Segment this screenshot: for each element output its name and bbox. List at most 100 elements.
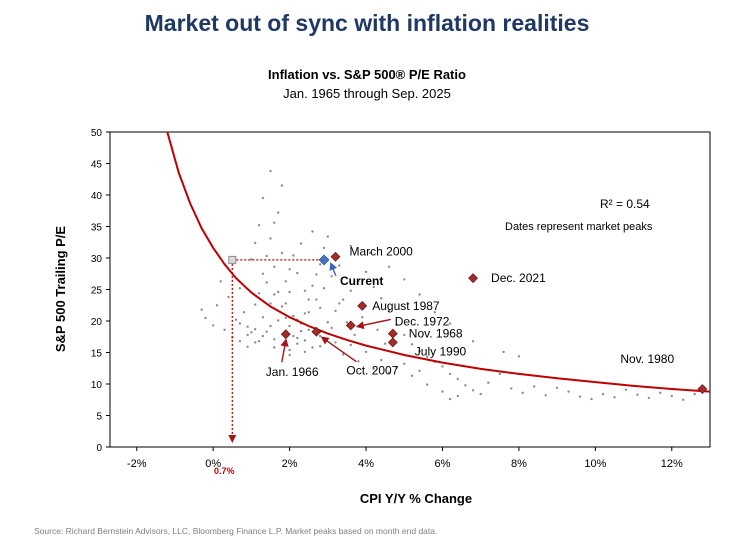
data-point (257, 224, 261, 227)
x-tick-label: 10% (584, 458, 606, 470)
data-point (326, 235, 329, 238)
peaks-note: Dates represent market peaks (505, 221, 653, 233)
peak-label: Dec. 1972 (395, 314, 450, 328)
data-point (498, 372, 501, 376)
chart-subtitle: Jan. 1965 through Sep. 2025 (283, 86, 451, 101)
data-point (693, 392, 696, 396)
data-point (261, 196, 265, 200)
data-point (330, 326, 333, 330)
data-point (269, 302, 272, 305)
data-point (670, 394, 673, 398)
data-point (349, 343, 352, 347)
x-tick-label: 2% (282, 458, 298, 470)
data-point (357, 279, 360, 282)
peak-marker (387, 328, 398, 339)
data-point (212, 324, 215, 327)
y-tick-label: 0 (96, 443, 102, 454)
data-point (448, 397, 452, 401)
data-point (261, 272, 265, 275)
data-point (464, 384, 467, 387)
data-point (246, 345, 249, 348)
data-point (200, 308, 203, 311)
data-point (246, 333, 249, 337)
data-point (426, 355, 429, 359)
peak-label: Oct. 2007 (346, 364, 398, 378)
peak-marker (330, 251, 341, 262)
data-point (345, 321, 349, 324)
peak-marker (311, 326, 322, 337)
y-tick-label: 25 (91, 286, 103, 297)
x-tick-label: 0% (205, 458, 221, 470)
data-point (372, 285, 375, 289)
data-point (280, 343, 284, 347)
peak-arrow (355, 318, 391, 330)
peak-label: March 2000 (349, 245, 413, 259)
data-point (303, 312, 307, 315)
data-point (395, 366, 398, 369)
data-point (299, 242, 303, 245)
current-point (318, 254, 330, 266)
y-tick-label: 45 (91, 160, 103, 171)
x-axis-label: CPI Y/Y % Change (360, 491, 472, 506)
data-point (376, 328, 379, 331)
fit-curve (166, 131, 711, 393)
peak-marker (345, 320, 356, 331)
data-point (280, 251, 284, 255)
y-tick-label: 5 (96, 412, 102, 423)
data-point (250, 258, 253, 261)
data-point (426, 383, 429, 386)
data-point (387, 265, 391, 268)
data-point (338, 302, 341, 305)
data-point (315, 273, 318, 276)
data-point (544, 394, 547, 397)
data-point (254, 303, 257, 306)
y-tick-label: 40 (91, 191, 103, 202)
data-point (261, 316, 265, 319)
data-point (479, 392, 482, 396)
data-point (395, 323, 398, 326)
data-point (441, 390, 444, 393)
data-point (277, 211, 280, 214)
data-point (257, 340, 261, 343)
peak-label: Jan. 1966 (266, 365, 319, 379)
y-tick-label: 15 (91, 349, 103, 360)
data-point (456, 394, 459, 398)
peak-label: Nov. 1980 (620, 352, 674, 366)
data-point (353, 333, 356, 337)
data-point (292, 334, 295, 338)
data-point (334, 309, 337, 313)
data-point (273, 293, 276, 296)
data-point (277, 290, 280, 294)
data-point (590, 397, 593, 401)
data-point (341, 298, 345, 301)
data-point (533, 385, 536, 388)
data-point (555, 386, 559, 389)
data-point (311, 284, 314, 287)
peak-marker (357, 300, 368, 311)
data-point (261, 334, 265, 338)
data-point (296, 271, 299, 275)
data-point (380, 297, 383, 300)
data-point (296, 342, 299, 345)
y-tick-label: 35 (91, 223, 103, 234)
current-marker (228, 255, 237, 264)
data-point (410, 343, 414, 346)
data-point (288, 353, 291, 357)
data-point (273, 346, 276, 349)
data-point (319, 263, 322, 266)
data-point (456, 377, 459, 381)
data-point (403, 333, 406, 337)
data-point (682, 398, 685, 401)
data-point (330, 275, 333, 278)
data-point (326, 321, 329, 324)
data-point (521, 391, 524, 394)
data-point (613, 396, 616, 399)
data-point (418, 293, 421, 296)
data-point (380, 358, 383, 362)
current-arrow (329, 262, 337, 277)
data-point (403, 278, 406, 281)
data-point (265, 254, 268, 258)
data-point (269, 169, 272, 173)
peak-marker (387, 337, 398, 348)
peak-label: Dec. 2021 (491, 271, 546, 285)
